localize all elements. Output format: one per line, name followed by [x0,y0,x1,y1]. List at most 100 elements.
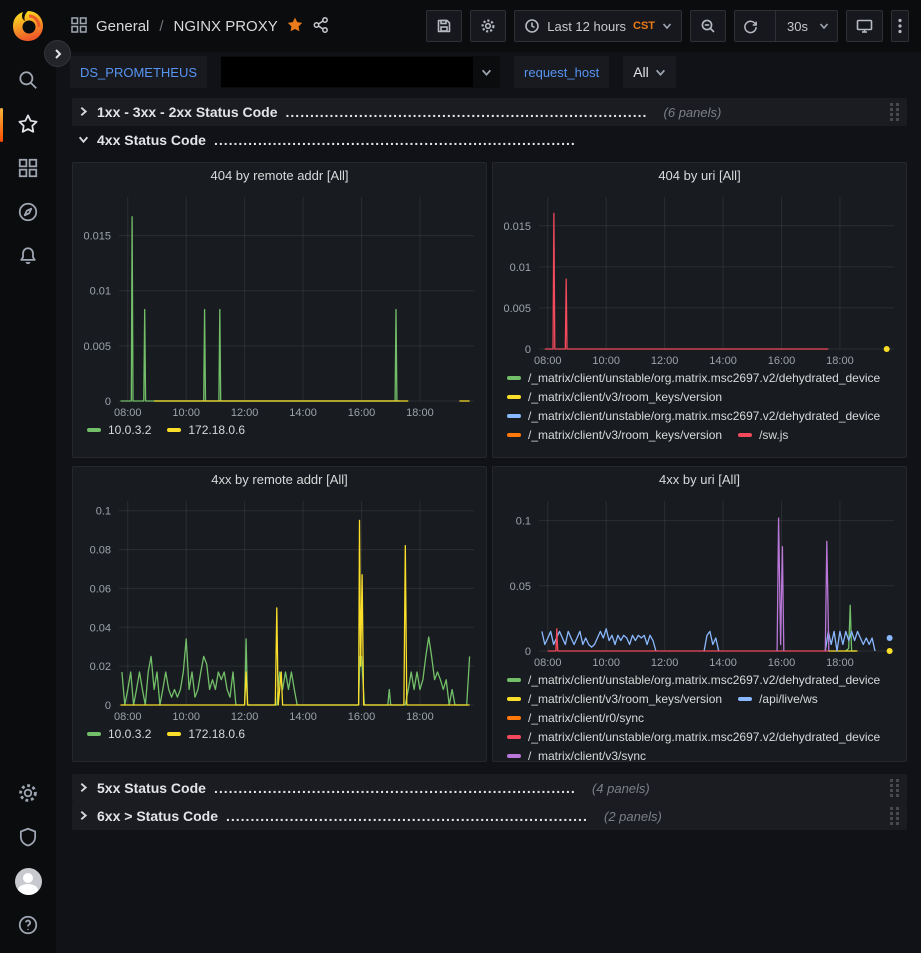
legend-item[interactable]: /_matrix/client/unstable/org.matrix.msc2… [507,371,880,385]
help-icon[interactable] [0,903,56,947]
row-title: 6xx > Status Code [97,808,218,824]
tv-cycle-view-button[interactable] [846,10,883,42]
chevron-right-icon [78,809,89,824]
host-variable-value: All [633,64,649,80]
legend-label: /api/live/ws [759,692,818,706]
row-panel-count: (4 panels) [591,780,650,796]
legend-item[interactable]: /_matrix/client/v3/room_keys/version [507,428,722,442]
time-range-picker[interactable]: Last 12 hours CST [514,10,683,42]
dashboards-icon[interactable] [0,146,56,190]
row-drag-grip-icon[interactable] [890,779,899,797]
user-avatar[interactable] [0,859,56,903]
dashboard-row-header[interactable]: 5xx Status Code.........................… [72,774,907,802]
starred-dashboards-icon[interactable] [0,102,56,146]
sidebar-expand-button[interactable] [44,40,71,67]
top-navbar: General / NGINX PROXY Last 12 hours [56,0,921,52]
panel-title[interactable]: 404 by uri [All] [658,167,741,183]
svg-text:0.01: 0.01 [90,286,111,298]
svg-text:10:00: 10:00 [172,711,200,723]
legend-item[interactable]: /_matrix/client/r0/sync [507,711,644,725]
legend-label: /_matrix/client/unstable/org.matrix.msc2… [528,730,881,744]
legend-swatch [507,433,521,437]
grafana-logo-icon[interactable] [10,8,46,44]
legend-item[interactable]: /_matrix/client/v3/room_keys/version [507,390,722,404]
alerting-bell-icon[interactable] [0,234,56,278]
row-title-dots: ........................................… [226,808,586,824]
configuration-gear-icon[interactable] [0,771,56,815]
chevron-right-icon [78,781,89,796]
legend-swatch [87,428,101,432]
time-range-label: Last 12 hours [547,18,627,34]
chevron-down-icon [662,19,672,34]
dashboard-title[interactable]: NGINX PROXY [173,17,278,35]
share-icon[interactable] [312,16,330,37]
row-panel-count: (2 panels) [604,808,662,824]
chart-plot-area[interactable]: 08:00 10:00 12:00 14:00 16:00 18:00 0 0.05 0.1 [493,491,906,671]
host-variable-picker[interactable]: All [623,56,676,88]
dashboard-row-header[interactable]: 4xx Status Code.........................… [72,126,907,154]
svg-text:0.015: 0.015 [83,231,111,243]
sidebar [0,0,56,953]
panel-legend: 10.0.3.2 172.18.0.6 [73,421,486,457]
svg-text:10:00: 10:00 [172,407,200,419]
svg-text:14:00: 14:00 [289,711,317,723]
legend-label: /_matrix/client/v3/sync [528,749,647,761]
dashboard-row-header[interactable]: 1xx - 3xx - 2xx Status Code.............… [72,98,907,126]
dashboard-row-header[interactable]: 6xx > Status Code.......................… [72,802,907,830]
time-series-chart: 08:00 10:00 12:00 14:00 16:00 18:00 0 0.005 0.01… [493,187,906,369]
legend-label: /_matrix/client/v3/room_keys/version [528,390,723,404]
variables-bar: DS_PROMETHEUS request_host All [56,52,921,92]
refresh-picker[interactable]: 30s [734,10,838,42]
refresh-interval-label: 30s [787,18,808,34]
kebab-menu-button[interactable] [891,10,909,42]
legend-item[interactable]: /_matrix/client/v3/sync [507,749,646,761]
panel-legend: 10.0.3.2 172.18.0.6 [73,725,486,761]
legend-item[interactable]: /_matrix/client/unstable/org.matrix.msc2… [507,730,880,744]
favorite-star-icon[interactable] [286,16,304,37]
apps-grid-icon[interactable] [70,16,88,37]
datasource-variable-picker[interactable] [221,56,501,88]
legend-item[interactable]: /sw.js [738,428,788,442]
row-drag-grip-icon[interactable] [890,807,899,825]
active-section-indicator [0,108,3,142]
svg-text:0.015: 0.015 [503,221,531,233]
chevron-down-icon [78,133,89,148]
legend-item[interactable]: 10.0.3.2 [87,423,151,437]
row-drag-grip-icon[interactable] [890,103,899,121]
chart-plot-area[interactable]: 08:00 10:00 12:00 14:00 16:00 18:00 0 0.005 0.01… [73,187,486,421]
svg-text:16:00: 16:00 [348,407,376,419]
legend-swatch [507,678,521,682]
zoom-out-time-button[interactable] [690,10,727,42]
chart-plot-area[interactable]: 08:00 10:00 12:00 14:00 16:00 18:00 0 0.02 0.04 0… [73,491,486,725]
legend-item[interactable]: /api/live/ws [738,692,818,706]
svg-text:18:00: 18:00 [826,355,854,367]
save-dashboard-button[interactable] [426,10,463,42]
panel-title[interactable]: 4xx by uri [All] [659,471,740,487]
panel-title[interactable]: 404 by remote addr [All] [210,167,349,183]
svg-text:08:00: 08:00 [534,355,562,367]
row-title: 4xx Status Code [97,132,206,148]
legend-swatch [507,716,521,720]
svg-text:0: 0 [105,700,111,712]
chevron-down-icon [819,19,837,34]
chart-plot-area[interactable]: 08:00 10:00 12:00 14:00 16:00 18:00 0 0.005 0.01… [493,187,906,369]
dashboard-settings-button[interactable] [470,10,507,42]
legend-item[interactable]: 172.18.0.6 [167,423,245,437]
datasource-variable-value[interactable] [221,56,474,88]
search-icon[interactable] [0,58,56,102]
explore-compass-icon[interactable] [0,190,56,234]
svg-text:18:00: 18:00 [406,407,434,419]
breadcrumb-separator: / [159,17,164,35]
legend-item[interactable]: /_matrix/client/unstable/org.matrix.msc2… [507,673,880,687]
refresh-icon[interactable] [735,19,766,34]
breadcrumb-section[interactable]: General [96,17,150,35]
server-admin-shield-icon[interactable] [0,815,56,859]
legend-item[interactable]: 172.18.0.6 [167,727,245,741]
panel: 4xx by remote addr [All] 08:00 10:00 12:00 1… [72,466,487,762]
legend-item[interactable]: /_matrix/client/v3/room_keys/version [507,692,722,706]
legend-item[interactable]: 10.0.3.2 [87,727,151,741]
legend-item[interactable]: /_matrix/client/unstable/org.matrix.msc2… [507,409,880,423]
panel-title[interactable]: 4xx by remote addr [All] [211,471,348,487]
row-panel-count: (6 panels) [663,104,722,120]
svg-text:18:00: 18:00 [826,657,854,669]
